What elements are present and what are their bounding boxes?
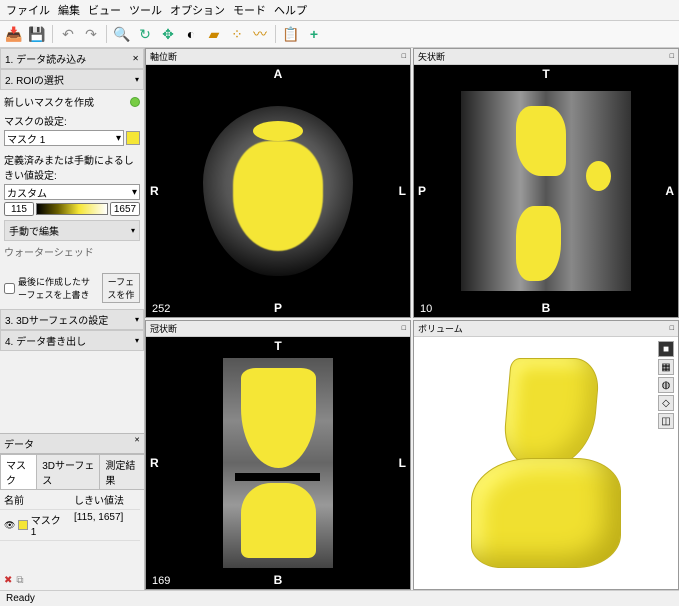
col-threshold: しきい値法: [70, 490, 140, 510]
cross-icon[interactable]: ⁘: [227, 24, 247, 44]
toolbar: 📥 💾 ↶ ↷ 🔍 ↻ ✥ ◐ ▰ ⁘ 〰 📋 +: [0, 21, 679, 48]
chevron-down-icon: ▾: [135, 75, 139, 84]
orient-right: R: [150, 456, 159, 470]
data-header: データ✕: [0, 433, 144, 454]
orient-left: L: [399, 184, 406, 198]
mask-settings-label: マスクの設定:: [4, 113, 140, 128]
copy-icon[interactable]: 📋: [281, 24, 301, 44]
vol-tool-5-icon[interactable]: ◫: [658, 413, 674, 429]
close-icon[interactable]: ✕: [134, 436, 140, 451]
menu-mode[interactable]: モード: [233, 2, 266, 18]
redo-icon[interactable]: ↷: [81, 24, 101, 44]
orient-top: T: [274, 339, 281, 353]
vol-tool-3-icon[interactable]: ◍: [658, 377, 674, 393]
menu-bar: ファイル 編集 ビュー ツール オプション モード ヘルプ: [0, 0, 679, 21]
axial-viewport[interactable]: A P R L 252: [146, 65, 410, 317]
delete-icon[interactable]: ✖: [4, 575, 12, 586]
menu-tool[interactable]: ツール: [129, 2, 162, 18]
side-panel: 1. データ読み込み✕ 2. ROIの選択▾ 新しいマスクを作成 マスクの設定:…: [0, 48, 145, 590]
tab-surface[interactable]: 3Dサーフェス: [36, 454, 100, 489]
orient-bottom: B: [542, 301, 551, 315]
status-bar: Ready: [0, 590, 679, 606]
menu-options[interactable]: オプション: [170, 2, 225, 18]
maximize-icon[interactable]: □: [402, 53, 406, 60]
reload-icon[interactable]: ↻: [135, 24, 155, 44]
undo-icon[interactable]: ↶: [58, 24, 78, 44]
slice-number: 10: [420, 303, 432, 315]
menu-view[interactable]: ビュー: [88, 2, 121, 18]
maximize-icon[interactable]: □: [670, 53, 674, 60]
orient-anterior: A: [274, 67, 283, 81]
import-icon[interactable]: 📥: [4, 24, 24, 44]
slice-number: 252: [152, 303, 170, 315]
panel-title: 新しいマスクを作成: [4, 94, 94, 109]
step-1-header[interactable]: 1. データ読み込み✕: [0, 48, 144, 69]
step-4-header[interactable]: 4. データ書き出し▾: [0, 330, 144, 351]
manual-edit-row[interactable]: 手動で編集▾: [4, 220, 140, 241]
threshold-gradient[interactable]: [36, 203, 108, 215]
watershed-label[interactable]: ウォーターシェッド: [4, 244, 140, 259]
coronal-viewport[interactable]: T B R L 169: [146, 337, 410, 589]
mask-color-swatch[interactable]: [126, 131, 140, 145]
axial-view: 軸位断□ A P R L 252: [145, 48, 411, 318]
close-icon[interactable]: ✕: [132, 54, 139, 63]
run-icon[interactable]: [130, 97, 140, 107]
duplicate-icon[interactable]: ⧉: [16, 575, 23, 586]
slice-icon[interactable]: ▰: [204, 24, 224, 44]
maximize-icon[interactable]: □: [402, 325, 406, 332]
menu-file[interactable]: ファイル: [6, 2, 50, 18]
coronal-view: 冠状断□ T B R L 169: [145, 320, 411, 590]
sagittal-view: 矢状断□ T B P A 10: [413, 48, 679, 318]
maximize-icon[interactable]: □: [670, 325, 674, 332]
slice-number: 169: [152, 575, 170, 587]
threshold-high-input[interactable]: [110, 202, 140, 216]
step-3-header[interactable]: 3. 3Dサーフェスの設定▾: [0, 309, 144, 330]
menu-help[interactable]: ヘルプ: [274, 2, 307, 18]
add-icon[interactable]: +: [304, 24, 324, 44]
path-icon[interactable]: 〰: [250, 24, 270, 44]
orient-posterior: P: [418, 184, 426, 198]
volume-view: ボリューム□ ■ ▦ ◍ ◇ ◫: [413, 320, 679, 590]
orient-anterior: A: [665, 184, 674, 198]
orient-bottom: B: [274, 573, 283, 587]
create-surface-button[interactable]: ーフェスを作: [102, 273, 140, 303]
zoom-icon[interactable]: 🔍: [112, 24, 132, 44]
orient-top: T: [542, 67, 549, 81]
vol-tool-4-icon[interactable]: ◇: [658, 395, 674, 411]
eye-icon[interactable]: 👁: [4, 520, 15, 531]
step-2-header[interactable]: 2. ROIの選択▾: [0, 69, 144, 90]
threshold-low-input[interactable]: [4, 202, 34, 216]
move-icon[interactable]: ✥: [158, 24, 178, 44]
orient-right: R: [150, 184, 159, 198]
table-row[interactable]: 👁マスク 1 [115, 1657]: [0, 510, 144, 541]
tab-measure[interactable]: 測定結果: [99, 454, 145, 489]
mask-select[interactable]: マスク 1▾: [4, 130, 124, 146]
preset-select[interactable]: カスタム▾: [4, 184, 140, 200]
mask-table: 名前 しきい値法 👁マスク 1 [115, 1657]: [0, 490, 144, 541]
orient-posterior: P: [274, 301, 282, 315]
contrast-icon[interactable]: ◐: [181, 24, 201, 44]
col-name: 名前: [0, 490, 70, 510]
mask-panel: 新しいマスクを作成 マスクの設定: マスク 1▾ 定義済みまたは手動によるしきい…: [0, 90, 144, 309]
menu-edit[interactable]: 編集: [58, 2, 80, 18]
overwrite-label: 最後に作成したサーフェスを上書き: [18, 275, 99, 301]
save-icon[interactable]: 💾: [27, 24, 47, 44]
vol-tool-1-icon[interactable]: ■: [658, 341, 674, 357]
vol-tool-2-icon[interactable]: ▦: [658, 359, 674, 375]
overwrite-checkbox[interactable]: [4, 283, 15, 294]
threshold-label: 定義済みまたは手動によるしきい値設定:: [4, 152, 140, 182]
volume-viewport[interactable]: ■ ▦ ◍ ◇ ◫: [414, 337, 678, 589]
orient-left: L: [399, 456, 406, 470]
sagittal-viewport[interactable]: T B P A 10: [414, 65, 678, 317]
tab-mask[interactable]: マスク: [0, 454, 37, 489]
